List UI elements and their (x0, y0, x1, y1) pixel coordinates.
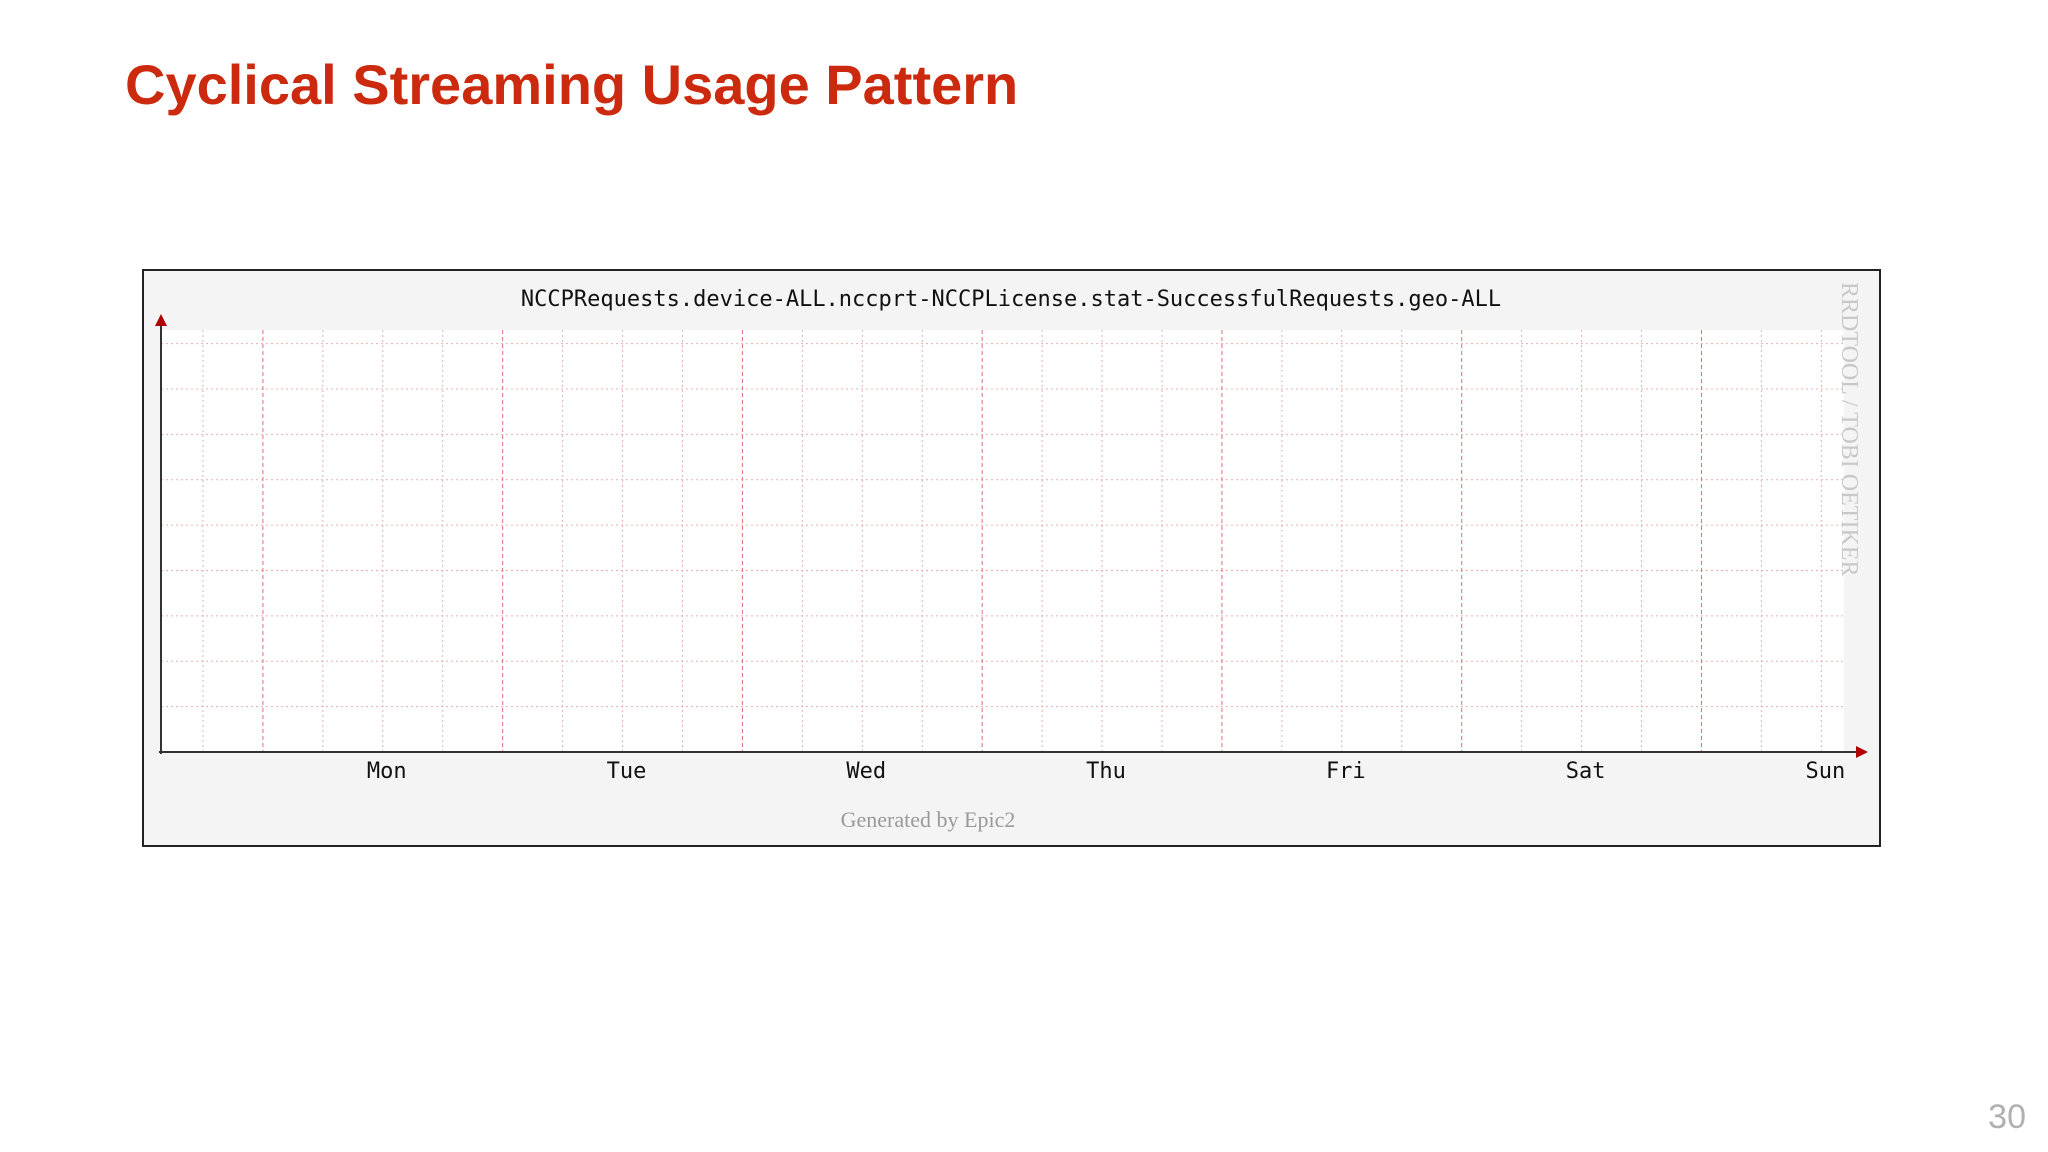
x-tick-label: Sat (1566, 759, 1606, 784)
x-tick-label: Thu (1086, 759, 1126, 784)
x-tick-label: Fri (1326, 759, 1366, 784)
x-tick-label: Tue (607, 759, 647, 784)
chart-title: NCCPRequests.device-ALL.nccprt-NCCPLicen… (521, 287, 1501, 312)
x-tick-label: Mon (367, 759, 407, 784)
x-tick-label: Sun (1805, 759, 1845, 784)
plot-area (161, 330, 1844, 752)
watermark: RRDTOOL / TOBI OETIKER (1836, 282, 1862, 576)
page-number: 30 (1988, 1098, 2026, 1136)
slide-title: Cyclical Streaming Usage Pattern (125, 53, 1018, 116)
chart-footer: Generated by Epic2 (841, 807, 1016, 832)
y-axis-arrow (155, 314, 167, 326)
grid (161, 330, 1844, 752)
x-tick-label: Wed (846, 759, 886, 784)
x-axis-arrow (1856, 746, 1868, 758)
